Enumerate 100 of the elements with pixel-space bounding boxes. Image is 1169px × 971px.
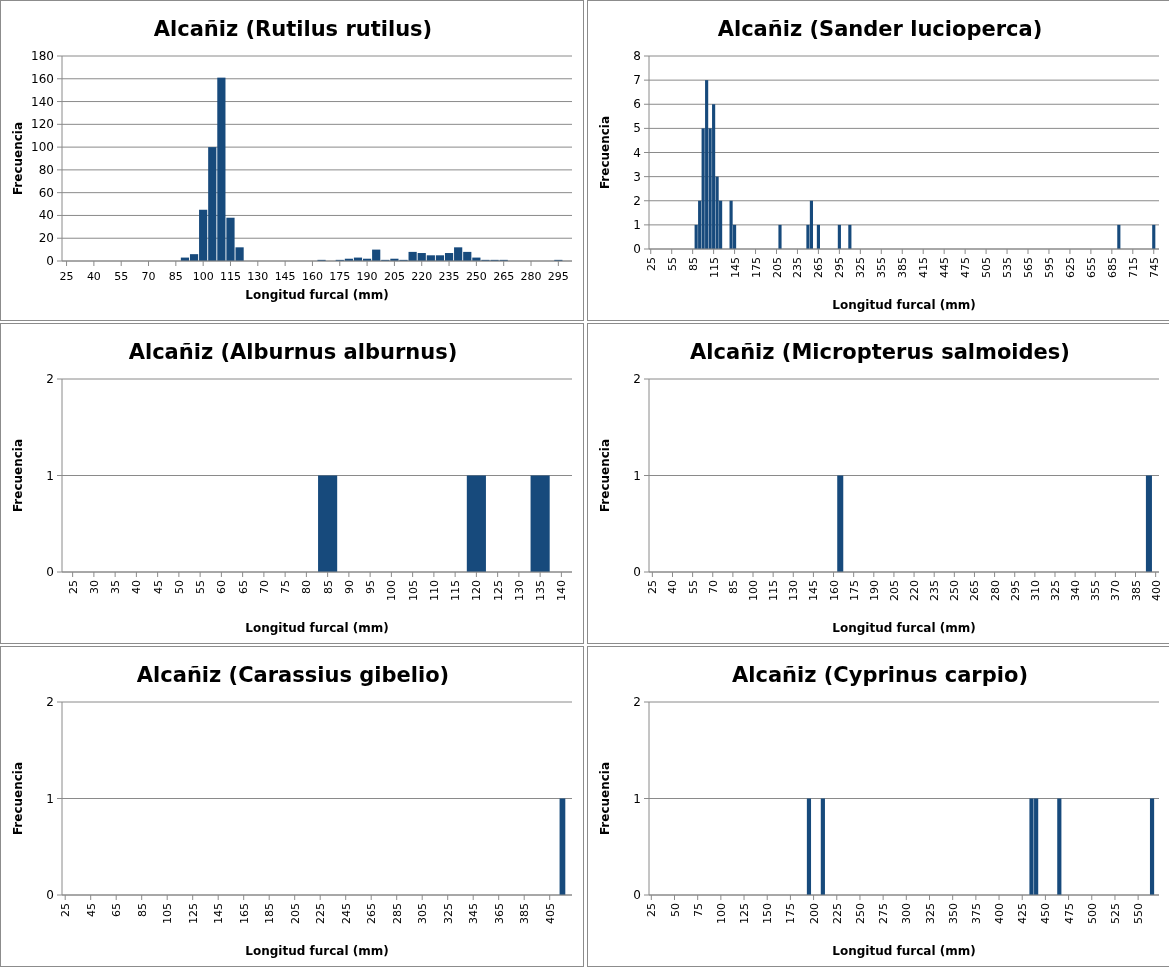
x-tick-label: 55: [686, 580, 700, 594]
y-tick-label: 0: [46, 565, 54, 579]
x-tick-label: 145: [807, 580, 821, 601]
x-tick-label: 275: [877, 903, 891, 924]
x-tick-label: 205: [770, 257, 784, 278]
chart-title: Alcañiz (Alburnus alburnus): [128, 340, 458, 364]
x-tick-label: 355: [1089, 580, 1103, 601]
x-tick-label: 175: [329, 270, 351, 283]
x-tick-label: 250: [465, 270, 487, 283]
x-tick-label: 325: [854, 257, 868, 278]
y-tick-label: 140: [31, 94, 54, 109]
x-tick-label: 745: [1147, 257, 1161, 278]
y-tick-label: 7: [633, 73, 641, 88]
x-tick-label: 340: [1069, 580, 1083, 601]
x-tick-label: 100: [385, 580, 399, 601]
x-tick-label: 295: [833, 257, 847, 278]
y-axis-title: Frecuencia: [598, 438, 612, 513]
x-tick-label: 160: [301, 270, 323, 283]
x-tick-label: 285: [390, 903, 404, 924]
y-tick-label: 180: [31, 49, 54, 63]
x-tick-label: 110: [427, 580, 441, 601]
x-tick-label: 685: [1105, 257, 1119, 278]
x-tick-label: 25: [59, 903, 73, 917]
x-tick-label: 115: [219, 270, 241, 283]
y-tick-label: 5: [633, 121, 641, 136]
x-tick-label: 85: [168, 270, 183, 283]
y-tick-label: 60: [38, 185, 54, 200]
y-axis-title: Frecuencia: [598, 761, 612, 836]
y-tick-label: 1: [46, 791, 54, 806]
x-tick-label: 345: [467, 903, 481, 924]
x-tick-label: 300: [900, 903, 914, 924]
x-tick-label: 265: [968, 580, 982, 601]
x-axis-title: Longitud furcal (mm): [245, 621, 389, 635]
x-tick-label: 175: [784, 903, 798, 924]
y-tick-label: 0: [633, 888, 641, 902]
x-tick-label: 60: [215, 580, 229, 594]
x-tick-label: 385: [518, 903, 532, 924]
x-tick-label: 350: [946, 903, 960, 924]
x-tick-label: 145: [728, 257, 742, 278]
x-tick-label: 140: [555, 580, 569, 601]
x-tick-label: 85: [321, 580, 335, 594]
x-tick-label: 205: [383, 270, 405, 283]
x-tick-label: 325: [1048, 580, 1062, 601]
x-tick-label: 175: [847, 580, 861, 601]
x-tick-label: 535: [1001, 257, 1015, 278]
x-tick-label: 145: [212, 903, 226, 924]
x-tick-label: 40: [666, 580, 680, 594]
x-tick-label: 280: [520, 270, 542, 283]
x-tick-label: 200: [807, 903, 821, 924]
x-tick-label: 715: [1126, 257, 1140, 278]
x-tick-label: 445: [938, 257, 952, 278]
x-tick-label: 125: [186, 903, 200, 924]
x-tick-label: 85: [686, 257, 700, 271]
x-tick-label: 265: [493, 270, 515, 283]
y-tick-label: 4: [633, 145, 641, 160]
x-axis-title: Longitud furcal (mm): [245, 288, 389, 302]
x-tick-label: 100: [714, 903, 728, 924]
x-tick-label: 415: [917, 257, 931, 278]
x-tick-label: 70: [141, 270, 156, 283]
x-tick-label: 250: [948, 580, 962, 601]
x-tick-label: 225: [314, 903, 328, 924]
x-tick-label: 125: [491, 580, 505, 601]
x-tick-label: 75: [691, 903, 705, 917]
x-tick-label: 70: [706, 580, 720, 594]
x-tick-label: 25: [646, 580, 660, 594]
y-tick-label: 80: [38, 162, 54, 177]
x-tick-label: 220: [411, 270, 433, 283]
x-tick-label: 165: [237, 903, 251, 924]
x-tick-label: 400: [993, 903, 1007, 924]
y-axis-title: Frecuencia: [11, 761, 25, 836]
x-tick-label: 205: [288, 903, 302, 924]
x-tick-label: 280: [988, 580, 1002, 601]
chart-title: Alcañiz (Sander lucioperca): [717, 17, 1043, 41]
x-tick-label: 135: [534, 580, 548, 601]
y-axis-title: Frecuencia: [598, 115, 612, 190]
y-tick-label: 2: [633, 193, 641, 208]
x-tick-label: 355: [875, 257, 889, 278]
x-tick-label: 120: [470, 580, 484, 601]
x-tick-label: 65: [236, 580, 250, 594]
x-tick-label: 100: [747, 580, 761, 601]
x-tick-label: 475: [959, 257, 973, 278]
x-tick-label: 85: [135, 903, 149, 917]
x-tick-label: 45: [84, 903, 98, 917]
y-tick-label: 160: [31, 71, 54, 86]
y-tick-label: 2: [633, 695, 641, 709]
x-tick-label: 295: [1008, 580, 1022, 601]
y-axis-title: Frecuencia: [11, 438, 25, 513]
x-tick-label: 190: [356, 270, 378, 283]
x-tick-label: 130: [512, 580, 526, 601]
x-tick-label: 65: [110, 903, 124, 917]
y-tick-label: 0: [633, 242, 641, 256]
y-tick-label: 1: [633, 791, 641, 806]
y-tick-label: 8: [633, 49, 641, 63]
x-tick-label: 385: [1129, 580, 1143, 601]
x-tick-label: 235: [791, 257, 805, 278]
x-tick-label: 625: [1063, 257, 1077, 278]
x-tick-label: 55: [665, 257, 679, 271]
x-tick-label: 235: [438, 270, 460, 283]
x-tick-label: 550: [1132, 903, 1146, 924]
x-tick-label: 125: [738, 903, 752, 924]
